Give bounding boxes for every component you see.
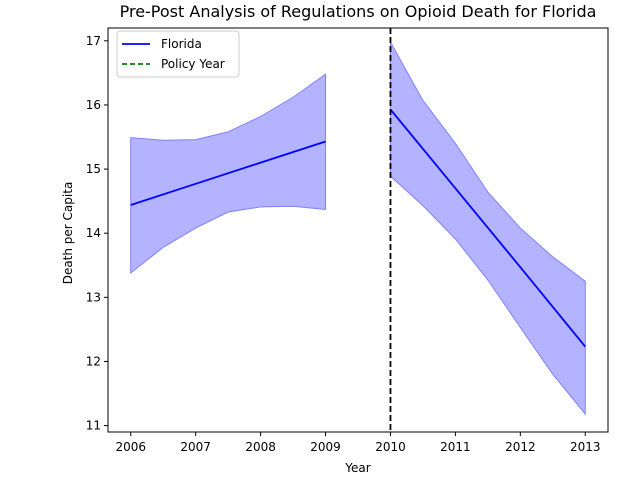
legend-box — [116, 30, 240, 78]
x-tick-label: 2008 — [245, 440, 276, 454]
plot-area — [130, 28, 586, 432]
y-tick-label: 14 — [86, 226, 101, 240]
y-tick-label: 15 — [86, 162, 101, 176]
x-tick-label: 2010 — [375, 440, 406, 454]
y-tick-label: 16 — [86, 98, 101, 112]
x-axis-title: Year — [344, 461, 370, 475]
x-tick-label: 2009 — [310, 440, 341, 454]
florida-line-segment-2 — [389, 108, 586, 348]
legend: Florida Policy Year — [116, 30, 240, 78]
x-tick-label: 2012 — [505, 440, 536, 454]
y-axis-title: Death per Capita — [61, 182, 75, 285]
x-tick-label: 2007 — [180, 440, 211, 454]
florida-line-segment-1 — [130, 140, 326, 206]
axes: 2006 2007 2008 2009 2010 2011 2012 2013 11 12 13 14… — [86, 34, 601, 454]
y-tick-label: 12 — [86, 354, 101, 368]
chart-title: Pre-Post Analysis of Regulations on Opio… — [120, 2, 597, 21]
y-tick-label: 17 — [86, 34, 101, 48]
y-tick-label: 11 — [86, 419, 101, 433]
legend-label-policy-year: Policy Year — [161, 57, 225, 71]
y-tick-label: 13 — [86, 290, 101, 304]
x-tick-label: 2006 — [115, 440, 146, 454]
plot-frame — [107, 27, 609, 433]
legend-label-florida: Florida — [161, 37, 202, 51]
x-tick-label: 2013 — [570, 440, 601, 454]
x-tick-label: 2011 — [440, 440, 471, 454]
